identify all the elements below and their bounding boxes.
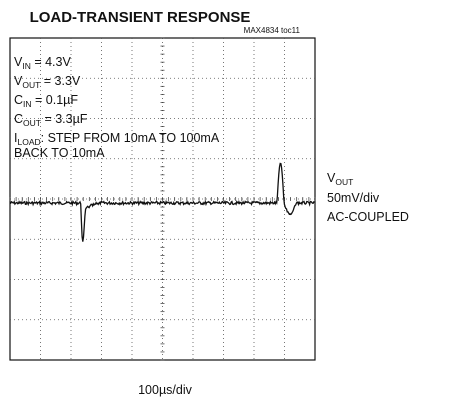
- cond-sub: OUT: [22, 80, 40, 90]
- cond-main: C: [14, 112, 23, 126]
- condition: VOUT = 3.3V: [14, 74, 81, 90]
- cond-rest: = 0.1µF: [32, 93, 79, 107]
- figure-title: LOAD-TRANSIENT RESPONSE: [30, 9, 251, 26]
- condition: BACK TO 10mA: [14, 146, 105, 160]
- condition: VIN = 4.3V: [14, 55, 71, 71]
- cond-main: C: [14, 93, 23, 107]
- condition: ILOAD: STEP FROM 10mA TO 100mA: [14, 131, 220, 147]
- condition: COUT = 3.3µF: [14, 112, 88, 128]
- time-scale: 100µs/div: [138, 383, 193, 397]
- cond-sub: LOAD: [17, 137, 40, 147]
- trace-label: VOUT: [327, 171, 353, 187]
- waveform: [9, 162, 315, 242]
- condition: CIN = 0.1µF: [14, 93, 78, 109]
- cond-rest: = 4.3V: [31, 55, 72, 69]
- figure-id: MAX4834 toc11: [244, 26, 301, 35]
- label-sub: OUT: [335, 177, 353, 187]
- cond-rest: : STEP FROM 10mA TO 100mA: [41, 131, 220, 145]
- cond-rest: = 3.3µF: [41, 112, 88, 126]
- cond-rest: = 3.3V: [40, 74, 81, 88]
- cond-main: I: [14, 131, 17, 145]
- cond-main: V: [14, 55, 23, 69]
- trace-coupling: AC-COUPLED: [327, 210, 409, 224]
- cond-sub: IN: [23, 99, 32, 109]
- label-main: V: [327, 171, 336, 185]
- grid: [9, 37, 316, 361]
- trace-scale: 50mV/div: [327, 191, 380, 205]
- cond-sub: OUT: [23, 118, 41, 128]
- cond-main: V: [14, 74, 23, 88]
- cond-sub: IN: [22, 61, 31, 71]
